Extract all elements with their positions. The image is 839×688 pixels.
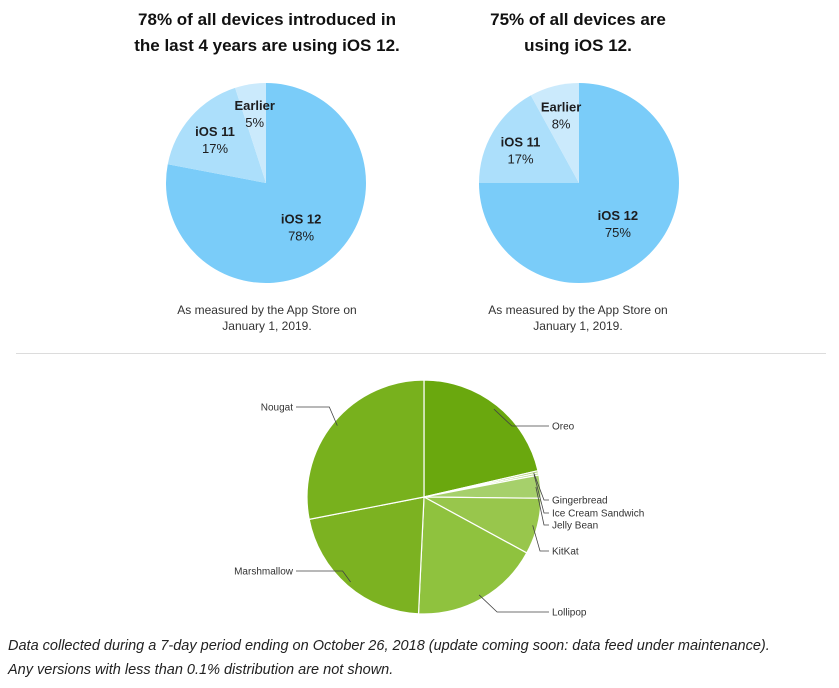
slice-label-jelly-bean: Jelly Bean [552, 521, 598, 532]
slice-label-kitkat: KitKat [552, 547, 579, 558]
slice-label-marshmallow: Marshmallow [234, 567, 294, 578]
pie-slice-marshmallow [308, 496, 425, 615]
pie-slice-ios-11 [167, 87, 266, 183]
slice-label-nougat: Nougat [261, 403, 293, 414]
slice-label-earlier: Earlier [541, 99, 581, 114]
ios-chart-2-title-line-1: 75% of all devices are [490, 10, 666, 29]
leader-line-nougat [296, 406, 338, 426]
pie-slice-oreo [423, 379, 539, 498]
footnote: Data collected during a 7-day period end… [8, 634, 838, 682]
slice-value-earlier: 8% [552, 116, 571, 131]
ios-chart-1-caption-line-1: As measured by the App Store on [177, 303, 357, 317]
leader-line-lollipop [478, 594, 549, 613]
pie-slice-earlier [235, 83, 266, 183]
slice-value-earlier: 5% [245, 115, 264, 130]
slice-label-ios-12: iOS 12 [598, 208, 638, 223]
ios-chart-1-caption-line-2: January 1, 2019. [222, 319, 312, 333]
slice-value-ios-11: 17% [202, 141, 228, 156]
ios-chart-2-title-line-2: using iOS 12. [524, 36, 632, 55]
pie-slice-ios-12 [165, 83, 366, 283]
slice-label-gingerbread: Gingerbread [552, 496, 608, 507]
pie-slice-lollipop [417, 496, 528, 615]
leader-line-marshmallow [296, 570, 351, 583]
pie-slice-ios-11 [479, 95, 579, 183]
leader-line-jelly-bean [535, 486, 549, 526]
slice-value-ios-12: 75% [605, 225, 631, 240]
leader-line-gingerbread [533, 472, 549, 501]
slice-label-ios-12: iOS 12 [281, 211, 321, 226]
ios-chart-2-caption: As measured by the App Store on January … [428, 302, 728, 334]
ios-chart-1-title-line-1: 78% of all devices introduced in [138, 10, 396, 29]
ios-chart-1-caption: As measured by the App Store on January … [117, 302, 417, 334]
slice-label-ios-11: iOS 11 [195, 124, 235, 139]
ios-pie-chart-1: iOS 12 78% iOS 11 17% Earlier 5% [165, 83, 366, 283]
pie-slice-earlier [530, 83, 579, 183]
ios-chart-2-title: 75% of all devices are using iOS 12. [428, 7, 728, 59]
slice-label-lollipop: Lollipop [552, 608, 587, 619]
slice-value-ios-12: 78% [288, 228, 314, 243]
pie-slice-nougat [306, 379, 425, 521]
footnote-line-2: Any versions with less than 0.1% distrib… [8, 662, 394, 678]
leader-line-oreo [493, 408, 549, 427]
leader-line-kitkat [532, 525, 549, 552]
leader-line-ice-cream-sandwich [533, 474, 549, 514]
ios-chart-2-caption-line-2: January 1, 2019. [533, 319, 623, 333]
slice-label-ios-11: iOS 11 [501, 134, 541, 149]
footnote-line-1: Data collected during a 7-day period end… [8, 638, 770, 654]
slice-label-ice-cream-sandwich: Ice Cream Sandwich [552, 509, 644, 520]
ios-chart-1-title-line-2: the last 4 years are using iOS 12. [134, 36, 400, 55]
slice-label-earlier: Earlier [234, 98, 274, 113]
slice-label-oreo: Oreo [552, 422, 575, 433]
ios-pie-chart-2: iOS 12 75% iOS 11 17% Earlier 8% [479, 83, 679, 283]
ios-chart-2-caption-line-1: As measured by the App Store on [488, 303, 668, 317]
ios-chart-1-title: 78% of all devices introduced in the las… [117, 7, 417, 59]
section-divider [16, 353, 826, 354]
slice-value-ios-11: 17% [507, 151, 533, 166]
